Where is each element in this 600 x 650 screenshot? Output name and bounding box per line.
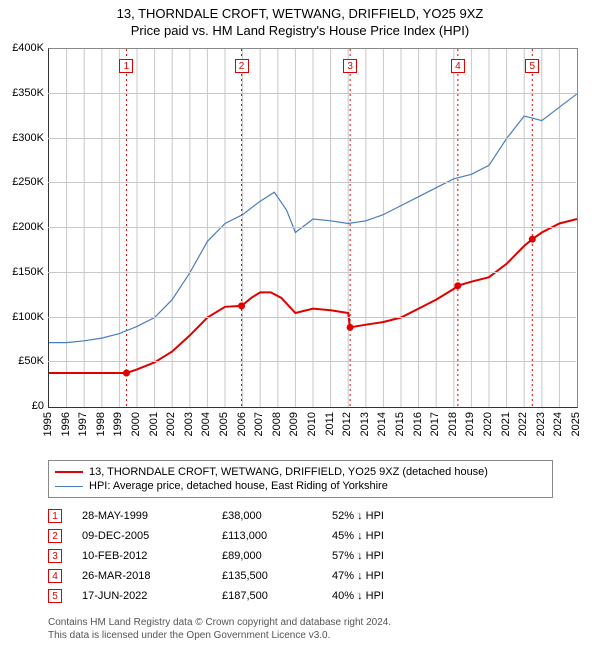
sales-idx: 3 (48, 549, 62, 563)
x-tick-label: 1998 (95, 412, 107, 436)
footer-line-1: Contains HM Land Registry data © Crown c… (48, 617, 391, 630)
legend-swatch (55, 486, 83, 487)
sale-marker-box: 2 (235, 59, 249, 73)
x-tick-label: 2000 (130, 412, 142, 436)
x-tick-label: 2013 (359, 412, 371, 436)
y-tick-label: £100K (0, 311, 44, 323)
gridline-h (48, 227, 576, 228)
x-tick-label: 1999 (112, 412, 124, 436)
x-tick-label: 2001 (148, 412, 160, 436)
sale-marker-box: 5 (525, 59, 539, 73)
y-tick-label: £350K (0, 87, 44, 99)
x-tick-label: 2019 (464, 412, 476, 436)
sale-marker-box: 4 (451, 59, 465, 73)
x-tick-label: 1996 (60, 412, 72, 436)
legend-label: HPI: Average price, detached house, East… (89, 480, 388, 492)
gridline-h (48, 361, 576, 362)
title-line-2: Price paid vs. HM Land Registry's House … (0, 21, 600, 42)
figure-container: 13, THORNDALE CROFT, WETWANG, DRIFFIELD,… (0, 0, 600, 650)
x-tick-label: 2003 (183, 412, 195, 436)
sales-idx: 1 (48, 509, 62, 523)
y-tick-label: £50K (0, 355, 44, 367)
sales-price: £113,000 (222, 530, 332, 542)
x-tick-label: 2018 (447, 412, 459, 436)
sale-marker-box: 1 (119, 59, 133, 73)
x-tick-label: 2002 (165, 412, 177, 436)
x-tick-label: 2023 (535, 412, 547, 436)
x-tick-label: 2004 (200, 412, 212, 436)
sales-row: 3 10-FEB-2012£89,00057% ↓ HPI (48, 546, 442, 566)
x-tick-label: 2009 (288, 412, 300, 436)
legend-item: 13, THORNDALE CROFT, WETWANG, DRIFFIELD,… (55, 465, 546, 479)
sale-marker-box: 3 (343, 59, 357, 73)
x-tick-label: 1995 (42, 412, 54, 436)
footer-line-2: This data is licensed under the Open Gov… (48, 630, 391, 643)
sales-idx: 5 (48, 589, 62, 603)
x-tick-label: 2005 (218, 412, 230, 436)
x-tick-label: 2011 (324, 412, 336, 436)
y-tick-label: £250K (0, 176, 44, 188)
sales-price: £89,000 (222, 550, 332, 562)
x-tick-label: 2020 (482, 412, 494, 436)
x-tick-label: 2014 (376, 412, 388, 436)
gridline-h (48, 317, 576, 318)
chart-svg (49, 49, 577, 407)
legend: 13, THORNDALE CROFT, WETWANG, DRIFFIELD,… (48, 460, 553, 498)
gridline-h (48, 138, 576, 139)
x-tick-label: 2017 (429, 412, 441, 436)
sales-row: 5 17-JUN-2022£187,50040% ↓ HPI (48, 586, 442, 606)
y-tick-label: £150K (0, 266, 44, 278)
sales-idx: 4 (48, 569, 62, 583)
sales-price: £135,500 (222, 570, 332, 582)
sales-date: 09-DEC-2005 (82, 530, 222, 542)
sales-row: 4 26-MAR-2018£135,50047% ↓ HPI (48, 566, 442, 586)
y-tick-label: £300K (0, 132, 44, 144)
x-tick-label: 2025 (570, 412, 582, 436)
sales-price: £38,000 (222, 510, 332, 522)
x-tick-label: 2008 (271, 412, 283, 436)
legend-label: 13, THORNDALE CROFT, WETWANG, DRIFFIELD,… (89, 466, 488, 478)
sales-pct: 52% ↓ HPI (332, 510, 442, 522)
title-line-1: 13, THORNDALE CROFT, WETWANG, DRIFFIELD,… (0, 0, 600, 21)
sales-row: 2 09-DEC-2005£113,00045% ↓ HPI (48, 526, 442, 546)
sales-pct: 57% ↓ HPI (332, 550, 442, 562)
x-tick-label: 2022 (517, 412, 529, 436)
y-tick-label: £0 (0, 400, 44, 412)
sales-table: 1 28-MAY-1999£38,00052% ↓ HPI 2 09-DEC-2005… (48, 506, 442, 606)
gridline-h (48, 182, 576, 183)
x-tick-label: 2010 (306, 412, 318, 436)
sales-date: 26-MAR-2018 (82, 570, 222, 582)
x-tick-label: 2016 (412, 412, 424, 436)
y-tick-label: £200K (0, 221, 44, 233)
sales-pct: 45% ↓ HPI (332, 530, 442, 542)
sales-date: 28-MAY-1999 (82, 510, 222, 522)
sales-price: £187,500 (222, 590, 332, 602)
x-tick-label: 2012 (341, 412, 353, 436)
sales-date: 17-JUN-2022 (82, 590, 222, 602)
footer: Contains HM Land Registry data © Crown c… (48, 617, 391, 642)
y-tick-label: £400K (0, 42, 44, 54)
x-tick-label: 2006 (236, 412, 248, 436)
legend-swatch (55, 471, 83, 473)
x-tick-label: 2024 (552, 412, 564, 436)
gridline-h (48, 272, 576, 273)
sales-date: 10-FEB-2012 (82, 550, 222, 562)
x-tick-label: 2007 (253, 412, 265, 436)
sales-pct: 40% ↓ HPI (332, 590, 442, 602)
legend-item: HPI: Average price, detached house, East… (55, 479, 546, 493)
sales-pct: 47% ↓ HPI (332, 570, 442, 582)
sales-idx: 2 (48, 529, 62, 543)
sales-row: 1 28-MAY-1999£38,00052% ↓ HPI (48, 506, 442, 526)
x-tick-label: 2021 (500, 412, 512, 436)
gridline-h (48, 93, 576, 94)
x-tick-label: 1997 (77, 412, 89, 436)
x-tick-label: 2015 (394, 412, 406, 436)
chart-plot-area: 1 2 3 4 5 (48, 48, 578, 408)
